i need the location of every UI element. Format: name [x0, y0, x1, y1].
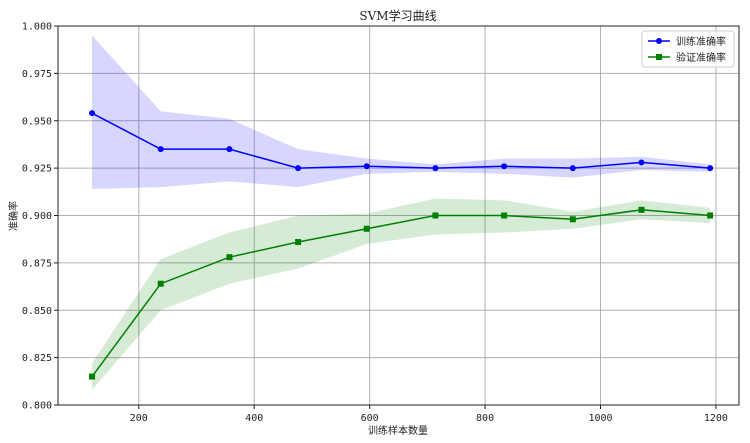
y-tick-label: 0.950 — [22, 116, 52, 127]
series-lines — [91, 112, 711, 378]
train-data-point — [501, 163, 508, 170]
y-tick-label: 0.975 — [22, 69, 52, 80]
y-tick-label: 0.800 — [22, 401, 52, 412]
validation-data-point — [363, 225, 370, 232]
train-data-point — [707, 165, 714, 172]
validation-data-point — [157, 280, 164, 287]
validation-data-point — [226, 254, 233, 261]
legend-box — [641, 30, 735, 68]
train-data-point — [363, 163, 370, 170]
train-confidence-band — [92, 35, 711, 189]
x-tick-label: 600 — [361, 413, 379, 424]
series-markers — [89, 110, 714, 380]
train-data-point — [89, 110, 96, 117]
validation-data-point — [638, 206, 645, 213]
train-data-point — [432, 165, 439, 172]
validation-data-point — [89, 373, 96, 380]
x-tick-label: 1000 — [588, 413, 612, 424]
validation-confidence-band — [92, 198, 711, 390]
y-tick-label: 0.875 — [22, 258, 52, 269]
validation-data-point — [707, 212, 714, 219]
train-series-line — [91, 112, 711, 169]
x-tick-label: 800 — [476, 413, 494, 424]
legend-item-validation: 验证准确率 — [648, 51, 726, 64]
x-tick-label: 1200 — [704, 413, 728, 424]
y-tick-label: 0.925 — [22, 164, 52, 175]
legend: 训练准确率 验证准确率 — [641, 30, 735, 68]
legend-validation-label: 验证准确率 — [676, 51, 726, 64]
train-data-point — [157, 146, 164, 153]
legend-train-label: 训练准确率 — [676, 35, 726, 48]
chart-title: SVM学习曲线 — [359, 8, 436, 23]
y-axis: 0.800 0.825 0.850 0.875 0.900 0.925 0.950 0.975… — [22, 22, 58, 412]
validation-data-point — [432, 212, 439, 219]
legend-item-train: 训练准确率 — [648, 35, 726, 48]
x-tick-label: 200 — [130, 413, 148, 424]
x-axis: 200 400 600 800 1000 1200 — [130, 405, 728, 424]
confidence-bands — [92, 35, 711, 390]
train-data-point — [226, 146, 233, 153]
train-data-point — [295, 165, 302, 172]
legend-train-marker — [656, 38, 662, 44]
y-tick-label: 0.825 — [22, 353, 52, 364]
train-data-point — [569, 165, 576, 172]
validation-data-point — [295, 239, 302, 246]
y-tick-label: 1.000 — [22, 22, 52, 33]
x-axis-label: 训练样本数量 — [368, 424, 428, 437]
y-axis-label: 准确率 — [7, 201, 20, 231]
validation-data-point — [501, 212, 508, 219]
validation-series-line — [91, 209, 711, 378]
x-tick-label: 400 — [245, 413, 263, 424]
validation-data-point — [569, 216, 576, 223]
y-tick-label: 0.850 — [22, 306, 52, 317]
y-tick-label: 0.900 — [22, 211, 52, 222]
legend-validation-marker — [656, 54, 662, 60]
train-data-point — [638, 159, 645, 166]
